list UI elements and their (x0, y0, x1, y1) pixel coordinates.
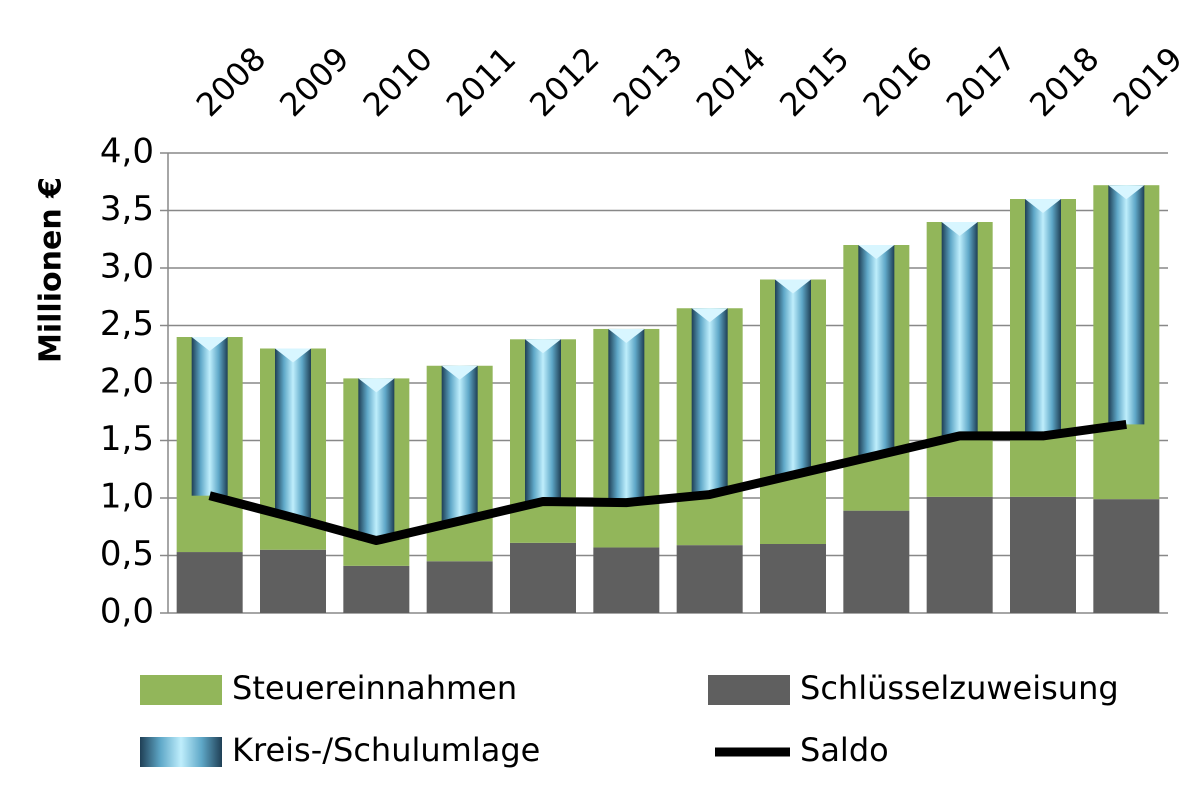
bar-cap (858, 245, 895, 259)
bar-segment (191, 337, 228, 496)
y-tick-label: 0,0 (100, 592, 154, 632)
bar-segment (593, 547, 660, 613)
x-tick-label: 2011 (439, 40, 523, 124)
legend-swatch (140, 675, 222, 705)
bar-cap (441, 365, 478, 380)
bar-segment (441, 365, 478, 521)
y-tick-label: 3,0 (100, 247, 154, 287)
bar-segment (426, 561, 493, 613)
x-tick-label: 2010 (355, 40, 439, 124)
legend-swatch (708, 675, 790, 705)
bar-cap (525, 339, 561, 354)
y-tick-label: 1,0 (100, 477, 154, 517)
bar-segment (691, 308, 728, 495)
bar-segment (843, 510, 910, 613)
x-tick-label: 2012 (522, 40, 606, 124)
bar-segment (343, 565, 410, 613)
x-tick-label: 2013 (605, 40, 689, 124)
bar-cap (191, 337, 228, 351)
bar-segment (1093, 499, 1160, 613)
line (208, 419, 1127, 546)
legend-swatch (140, 737, 222, 767)
bar-cap (275, 348, 311, 363)
bar-segment (608, 328, 645, 503)
x-tick-label: 2008 (189, 40, 273, 124)
bar-cap (775, 279, 811, 294)
x-tick-label: 2015 (772, 40, 856, 124)
bar-cap (1025, 199, 1061, 213)
x-tick-label: 2018 (1022, 40, 1106, 124)
x-tick-label: 2009 (272, 40, 356, 124)
y-tick-label: 2,0 (100, 362, 154, 402)
legend-label: Schlüsselzuweisung (800, 669, 1119, 707)
bar-segment (1010, 496, 1076, 613)
x-tick-label: 2014 (689, 40, 773, 124)
bar-segment (1108, 185, 1145, 425)
bar-cap (941, 222, 978, 236)
bar-segment (775, 279, 811, 475)
legend-label: Saldo (800, 731, 889, 769)
x-tick-label: 2016 (855, 40, 939, 124)
y-tick-label: 1,5 (100, 419, 154, 459)
y-tick-label: 0,5 (100, 534, 154, 574)
x-tick-label: 2019 (1105, 40, 1189, 124)
bar-segment (260, 549, 326, 613)
bar-segment (525, 339, 561, 502)
bar-segment (676, 545, 743, 613)
x-tick-label: 2017 (939, 40, 1023, 124)
bar-segment (926, 496, 993, 613)
bar-segment (1025, 199, 1061, 436)
bar-segment (760, 544, 826, 613)
bar-segment (176, 552, 243, 613)
y-tick-label: 4,0 (100, 132, 154, 172)
bar-cap (691, 308, 728, 323)
bar-segment (510, 542, 576, 613)
bar-cap (608, 328, 645, 343)
bar-cap (358, 378, 395, 393)
y-tick-label: 2,5 (100, 304, 154, 344)
legend-label: Kreis-/Schulumlage (232, 731, 540, 769)
bar-segment (358, 378, 395, 541)
y-axis-title: Millionen € (34, 177, 69, 363)
bar-segment (941, 222, 978, 436)
bar-segment (858, 245, 895, 456)
bar-segment (275, 348, 311, 518)
y-tick-label: 3,5 (100, 189, 154, 229)
bar-cap (1108, 185, 1145, 200)
legend-label: Steuereinnahmen (232, 669, 517, 707)
